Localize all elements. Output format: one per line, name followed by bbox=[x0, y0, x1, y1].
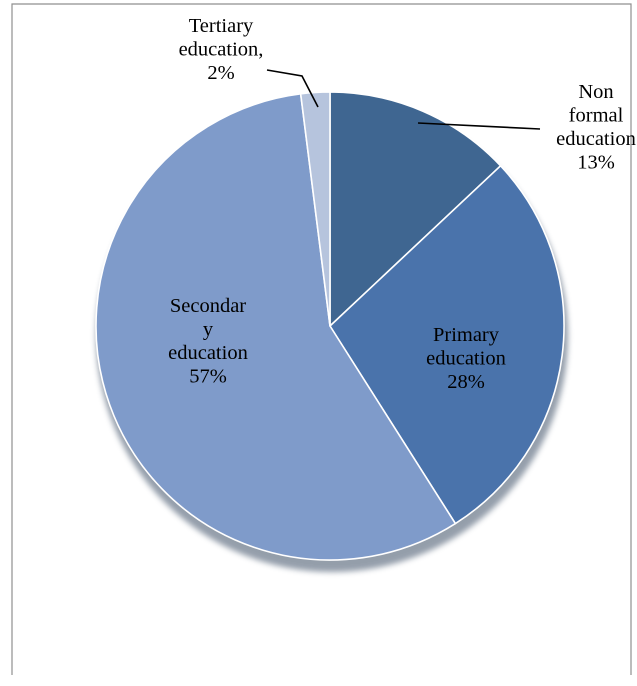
slice-label-line: formal bbox=[569, 105, 624, 127]
slice-label-line: 28% bbox=[447, 371, 485, 393]
slice-label-line: 2% bbox=[207, 62, 234, 84]
slice-label-line: education bbox=[168, 342, 248, 364]
slice-label-line: education, bbox=[179, 39, 264, 61]
slice-label-line: education bbox=[426, 348, 506, 370]
slice-label-line: 13% bbox=[577, 152, 615, 174]
slice-label-line: Primary bbox=[433, 324, 500, 346]
slice-label-line: y bbox=[203, 319, 214, 341]
slice-label-line: Tertiary bbox=[189, 15, 254, 37]
slice-label-tertiary-education: Tertiary education, 2% bbox=[179, 15, 264, 84]
slice-label-line: Secondar bbox=[170, 295, 246, 317]
slice-label-line: Non bbox=[578, 81, 613, 103]
slice-label-line: 57% bbox=[189, 366, 227, 388]
slice-label-line: education bbox=[556, 128, 636, 150]
slice-label-non-formal-education: Non formal education 13% bbox=[556, 81, 636, 174]
